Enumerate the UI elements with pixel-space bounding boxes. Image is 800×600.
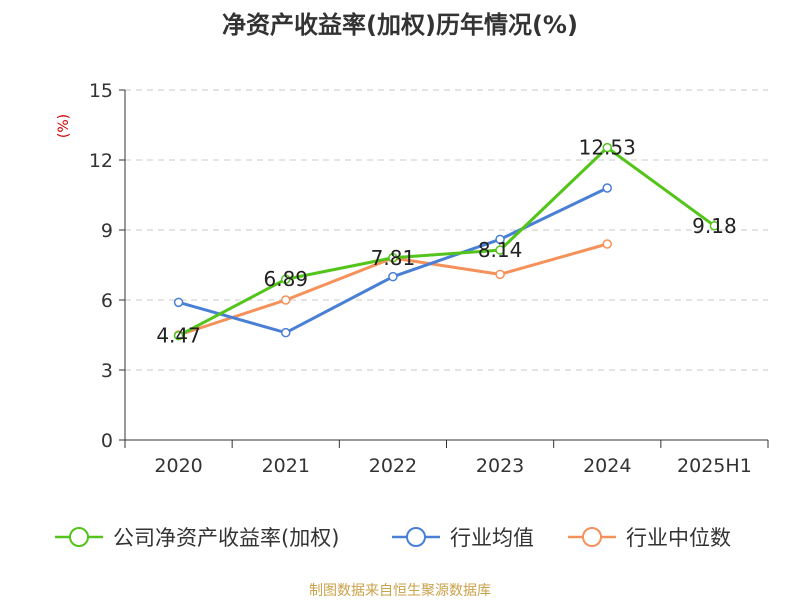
x-tick-label: 2020: [154, 455, 202, 477]
legend-item-1: 公司净资产收益率(加权): [55, 526, 339, 550]
series-line: [177, 146, 716, 338]
data-point: [709, 221, 720, 231]
y-tick-label: 9: [101, 220, 113, 242]
x-tick-label: 2024: [583, 455, 631, 477]
data-point: [602, 142, 612, 153]
data-point: [281, 327, 291, 338]
series-1: [173, 142, 720, 341]
series-layer: [173, 142, 720, 341]
y-tick-label: 3: [101, 360, 113, 382]
chart-title: 净资产收益率(加权)历年情况(%): [222, 11, 578, 39]
legend-item-2: 行业均值: [392, 526, 534, 550]
y-tick-label: 6: [101, 290, 113, 312]
data-point: [281, 295, 291, 305]
legend-swatch-marker: [582, 527, 602, 547]
data-point: [602, 183, 612, 193]
data-label: 7.81: [371, 246, 416, 270]
data-label: 9.18: [692, 214, 737, 238]
legend-swatch-marker: [406, 527, 426, 547]
gridlines: [125, 89, 768, 371]
legend-label: 公司净资产收益率(加权): [113, 526, 339, 550]
y-unit-label: (%): [56, 114, 72, 138]
data-point: [495, 269, 505, 280]
legend-label: 行业均值: [450, 526, 534, 550]
data-point: [495, 234, 505, 245]
x-tick-label: 2022: [369, 455, 417, 477]
source-note: 制图数据来自恒生聚源数据库: [309, 583, 491, 599]
series-2: [173, 183, 612, 338]
data-label: 12.53: [579, 136, 636, 160]
data-point: [602, 239, 612, 249]
data-point: [173, 330, 184, 341]
x-tick-label: 2025H1: [677, 455, 752, 477]
legend: 公司净资产收益率(加权) 行业均值 行业中位数: [55, 526, 731, 550]
data-label: 4.47: [156, 324, 201, 348]
data-point: [388, 271, 398, 282]
legend-label: 行业中位数: [626, 526, 731, 550]
data-point: [388, 253, 398, 263]
legend-swatch-marker: [69, 527, 89, 547]
y-tick-label: 12: [89, 150, 113, 172]
y-tick-label: 0: [101, 430, 113, 452]
x-tick-label: 2021: [262, 455, 310, 477]
legend-item-3: 行业中位数: [568, 526, 731, 550]
data-point: [281, 274, 291, 284]
data-point: [173, 297, 184, 308]
data-label: 8.14: [478, 238, 523, 262]
y-tick-label: 15: [89, 80, 113, 102]
x-tick-label: 2023: [476, 455, 524, 477]
data-label: 6.89: [263, 267, 308, 291]
axes: 0 3 6 9 12 15 2020 2021 2022 2023 2024 2025H1: [89, 80, 769, 477]
data-point: [495, 245, 505, 255]
data-labels: 4.47 6.89 7.81 8.14 12.53 9.18: [156, 136, 736, 348]
